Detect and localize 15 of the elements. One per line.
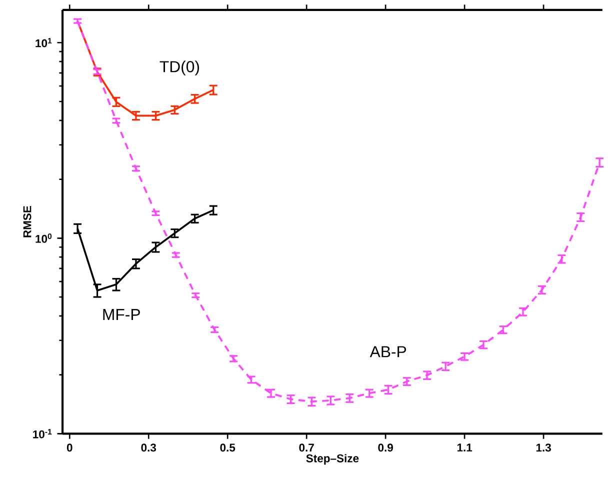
x-tick-label: 0.9: [378, 443, 393, 452]
x-tick-label: 1.1: [457, 443, 472, 452]
series-label: AB-P: [370, 346, 406, 358]
x-tick-label: 0: [66, 443, 72, 452]
series-label: TD(0): [160, 60, 199, 76]
y-tick-label: 10$^{1}$: [36, 38, 52, 48]
x-tick-label: 0.5: [220, 443, 236, 452]
x-axis-title: Step–Size: [306, 454, 359, 464]
x-tick-label: 0.3: [141, 443, 156, 452]
x-tick-label: 1.3: [536, 443, 551, 452]
x-tick-label: 0.7: [299, 443, 314, 452]
y-tick-label: 10$^{0}$: [36, 233, 52, 243]
y-axis-title: RMSE: [23, 206, 32, 238]
series-label: MF-P: [103, 308, 140, 320]
y-tick-label: 10$^{-1}$: [33, 428, 52, 438]
